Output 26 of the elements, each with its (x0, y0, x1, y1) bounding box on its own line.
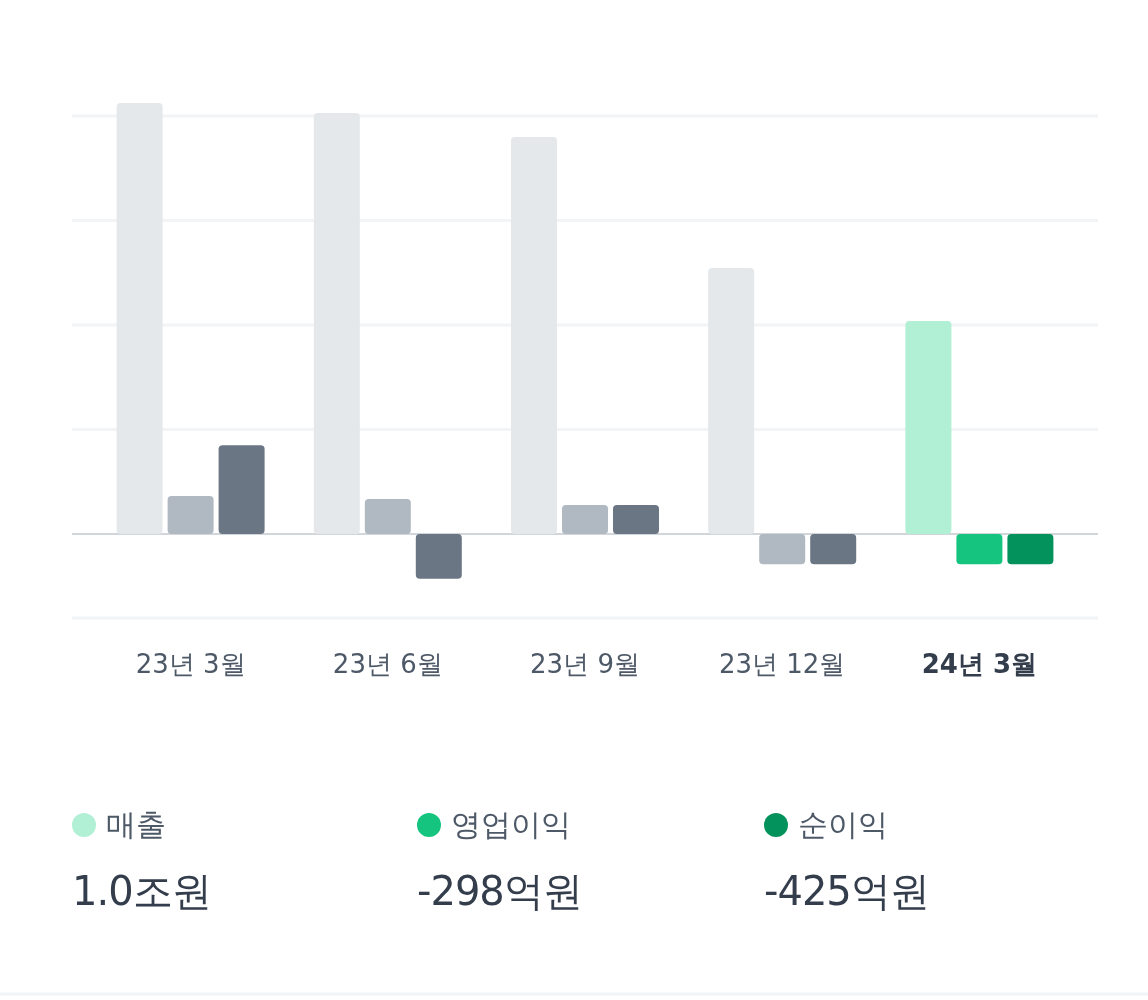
text: 1.0조원 (72, 868, 211, 914)
bar (759, 534, 806, 565)
bar (313, 112, 360, 534)
text: -425억원 (764, 868, 929, 914)
bar (511, 137, 557, 534)
bar (708, 268, 755, 534)
x-tick-label: 23년 12월 (718, 649, 846, 679)
bar (116, 103, 163, 534)
bar (562, 505, 608, 534)
legend-label: 순이익 (798, 807, 888, 842)
x-tick-label: 23년 3월 (135, 649, 246, 679)
bar (613, 505, 659, 534)
text: -298억원 (417, 868, 582, 914)
legend-label: 영업이익 (451, 807, 571, 842)
bar (415, 534, 462, 579)
bar (167, 496, 214, 534)
x-tick-label: 23년 9월 (530, 649, 640, 679)
legend-label: 매출 (106, 807, 166, 842)
bar (364, 499, 411, 534)
bar (218, 445, 265, 534)
bar (1007, 534, 1054, 565)
bar (956, 534, 1003, 565)
x-tick-label: 23년 6월 (332, 649, 443, 679)
bar (905, 321, 952, 534)
x-tick-label: 24년 3월 (921, 649, 1038, 679)
bar (810, 534, 857, 565)
